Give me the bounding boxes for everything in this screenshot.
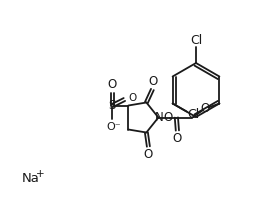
Text: O: O: [128, 93, 136, 103]
Text: O: O: [173, 132, 182, 145]
Text: Cl: Cl: [190, 33, 202, 47]
Text: Na: Na: [22, 172, 40, 184]
Text: O: O: [108, 78, 117, 91]
Text: Cl: Cl: [187, 108, 200, 121]
Text: O: O: [144, 148, 153, 161]
Text: O: O: [201, 102, 210, 115]
Text: O: O: [164, 111, 173, 124]
Text: S: S: [109, 99, 116, 112]
Text: +: +: [36, 169, 45, 179]
Text: O: O: [149, 75, 158, 88]
Text: O⁻: O⁻: [106, 121, 121, 131]
Text: N: N: [155, 111, 164, 124]
